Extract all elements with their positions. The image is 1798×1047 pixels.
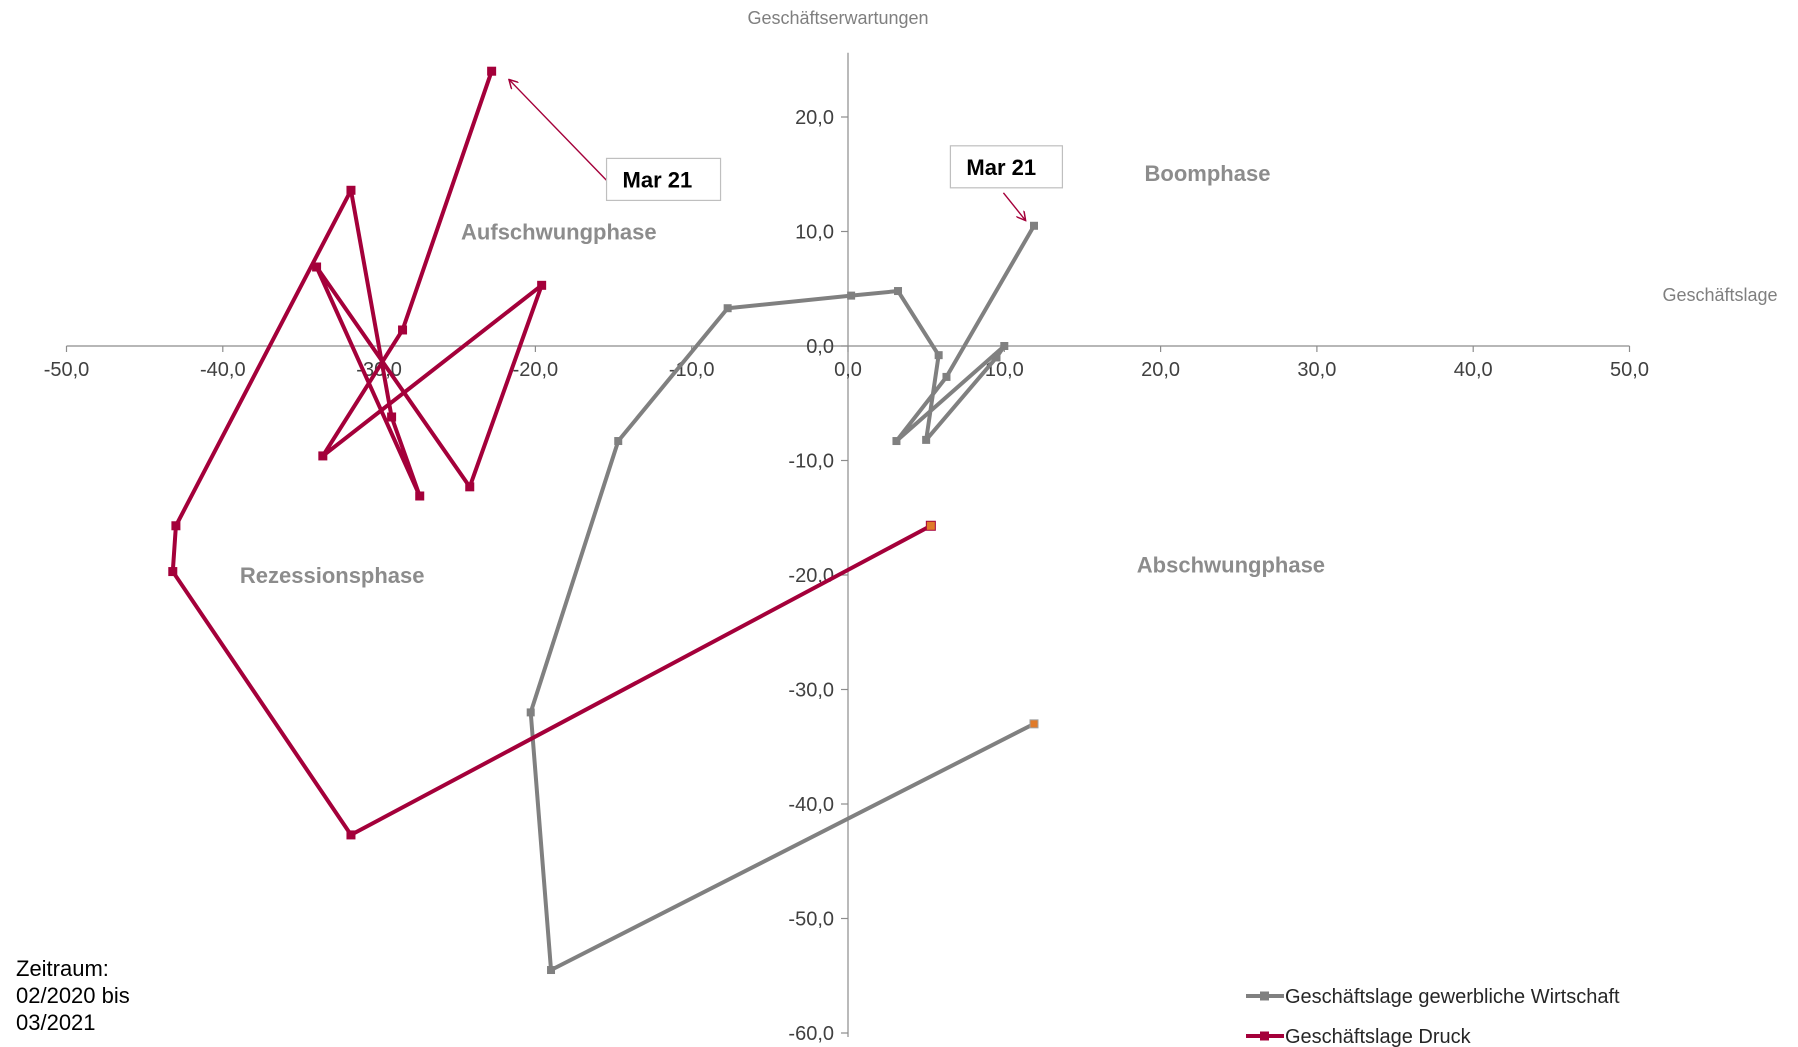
data-point	[398, 325, 408, 335]
data-point	[992, 353, 1001, 362]
data-point	[312, 262, 322, 272]
x-tick-label: -50,0	[44, 359, 90, 381]
data-point	[415, 491, 425, 501]
y-axis-title: Geschäftserwartungen	[747, 8, 928, 28]
data-point	[925, 520, 936, 531]
x-tick-label: 20,0	[1141, 359, 1180, 381]
data-point	[723, 304, 732, 313]
series-layer	[168, 66, 1039, 975]
period-line-1: Zeitraum:	[16, 956, 109, 981]
y-tick-label: 0,0	[806, 336, 834, 358]
callout-label: Mar 21	[966, 155, 1036, 180]
phase-label: Rezessionsphase	[240, 563, 425, 588]
data-point	[942, 372, 951, 381]
x-tick-label: 30,0	[1297, 359, 1336, 381]
y-tick-label: 10,0	[795, 222, 834, 244]
data-point	[318, 451, 328, 461]
legend-label: Geschäftslage Druck	[1285, 1026, 1472, 1047]
series-druck	[168, 66, 936, 840]
x-tick-label: -40,0	[200, 359, 246, 381]
callout-leader	[510, 80, 609, 182]
callouts: Mar 21 Mar 21	[510, 80, 1064, 220]
data-point	[346, 830, 356, 840]
y-tick-label: -20,0	[788, 565, 834, 587]
phase-label: Aufschwungphase	[461, 220, 657, 245]
x-tick-label: -20,0	[513, 359, 559, 381]
x-tick-label: 10,0	[985, 359, 1024, 381]
data-point	[1029, 221, 1038, 230]
data-point	[894, 287, 903, 296]
legend: Geschäftslage gewerbliche Wirtschaft Gesc…	[1246, 986, 1620, 1047]
data-point	[892, 437, 901, 446]
data-point	[171, 521, 181, 531]
series-gewerbliche-wirtschaft	[526, 221, 1039, 975]
y-tick-label: -10,0	[788, 451, 834, 473]
period-note: Zeitraum: 02/2020 bis 03/2021	[16, 955, 130, 1036]
series-line	[528, 224, 1036, 973]
period-line-3: 03/2021	[16, 1010, 96, 1035]
callout-label: Mar 21	[623, 167, 693, 192]
data-point	[537, 280, 547, 290]
y-tick-label: -60,0	[788, 1023, 834, 1045]
x-tick-label: 0,0	[834, 359, 862, 381]
callout-box	[605, 157, 722, 202]
data-point	[346, 185, 356, 195]
legend-swatch-marker	[1260, 991, 1269, 1001]
callout-box	[949, 145, 1064, 189]
y-tick-label: -30,0	[788, 680, 834, 702]
phase-labels: Aufschwungphase Boomphase Rezessionsphase A…	[240, 161, 1325, 588]
data-point	[614, 437, 623, 446]
x-tick-label: 50,0	[1610, 359, 1649, 381]
legend-item: Geschäftslage Druck	[1246, 1026, 1472, 1047]
data-point	[922, 435, 931, 444]
data-point	[847, 291, 856, 300]
data-point	[1029, 719, 1039, 729]
data-point	[168, 567, 178, 577]
callout-leader	[1002, 192, 1025, 220]
legend-item: Geschäftslage gewerbliche Wirtschaft	[1246, 986, 1620, 1008]
data-point	[487, 66, 497, 76]
data-point	[547, 966, 556, 975]
data-point	[387, 412, 397, 422]
data-point	[526, 708, 535, 717]
data-point	[1000, 342, 1009, 350]
phase-label: Boomphase	[1145, 161, 1271, 186]
y-tick-label: -40,0	[788, 794, 834, 816]
data-point	[934, 351, 943, 360]
phase-label: Abschwungphase	[1137, 553, 1325, 578]
legend-label: Geschäftslage gewerbliche Wirtschaft	[1285, 986, 1620, 1008]
period-line-2: 02/2020 bis	[16, 983, 130, 1008]
y-tick-label: 20,0	[795, 107, 834, 129]
y-tick-label: -50,0	[788, 909, 834, 931]
axes	[65, 52, 1631, 1037]
data-point	[465, 482, 475, 492]
x-tick-label: 40,0	[1454, 359, 1493, 381]
x-axis-title: Geschäftslage	[1662, 285, 1777, 305]
tick-labels: -50,0 -40,0 -30,0 -20,0 -10,0 0,0 10,0 20,0 30,0…	[44, 107, 1649, 1045]
legend-swatch-marker	[1260, 1031, 1269, 1041]
